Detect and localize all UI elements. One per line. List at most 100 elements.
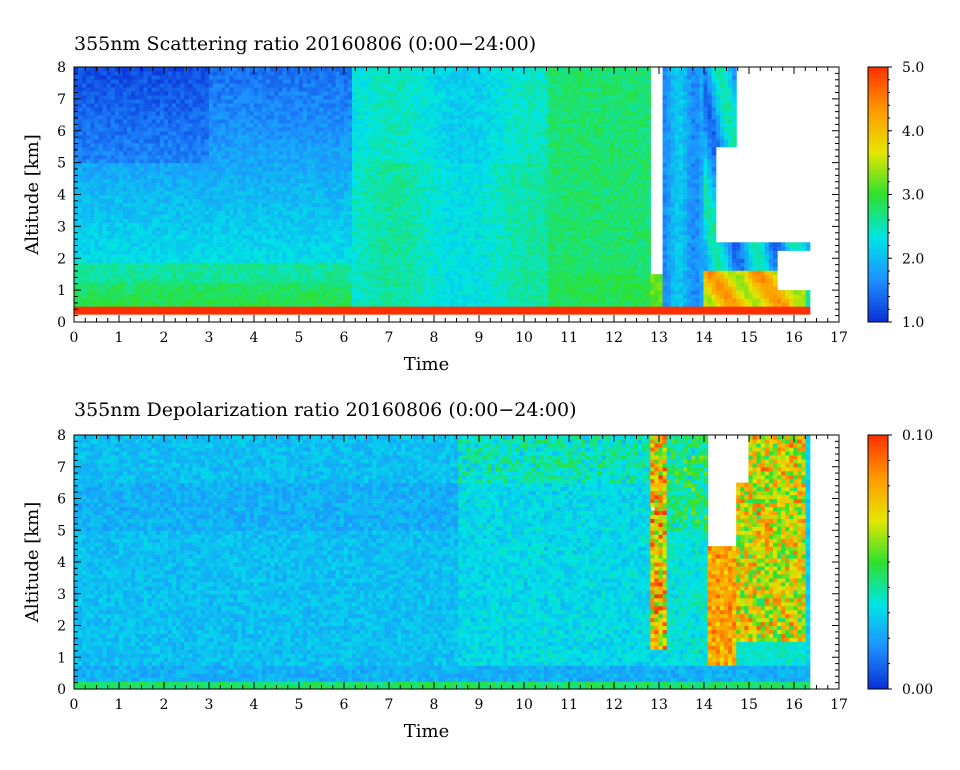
colorbar-segment xyxy=(868,463,888,467)
colorbar-segment xyxy=(868,290,888,295)
colorbar-segment xyxy=(868,160,888,164)
colorbar-segment xyxy=(868,499,888,504)
colorbar-segment xyxy=(868,641,888,645)
colorbar-segment xyxy=(868,103,888,108)
colorbar-segment xyxy=(868,494,888,498)
colorbar-segment xyxy=(868,276,888,280)
y-tick-label: 3 xyxy=(57,587,66,603)
y-tick-label: 6 xyxy=(57,124,66,140)
y-tick-label: 8 xyxy=(57,60,66,76)
y-tick-label: 2 xyxy=(57,251,66,267)
colorbar-segment xyxy=(868,674,888,679)
colorbar-tick-label: 5.0 xyxy=(902,60,924,76)
colorbar-segment xyxy=(868,502,888,507)
colorbar-segment xyxy=(868,186,888,190)
x-tick-label: 7 xyxy=(385,697,394,713)
colorbar-segment xyxy=(868,615,888,619)
colorbar-segment xyxy=(868,522,888,526)
colorbar-segment xyxy=(868,256,888,261)
y-tick-label: 3 xyxy=(57,219,66,235)
colorbar-segment xyxy=(868,542,888,546)
x-tick-label: 14 xyxy=(695,697,713,713)
colorbar-segment xyxy=(868,474,888,478)
colorbar-segment xyxy=(868,205,888,210)
colorbar-segment xyxy=(868,78,888,82)
colorbar-segment xyxy=(868,305,888,309)
y-tick-label: 4 xyxy=(57,188,66,204)
colorbar-segment xyxy=(868,296,888,300)
colorbar-segment xyxy=(868,480,888,484)
y-tick-label: 1 xyxy=(57,650,66,666)
colorbar-segment xyxy=(868,109,888,113)
colorbar-segment xyxy=(868,437,888,442)
colorbar-segment xyxy=(868,171,888,176)
colorbar-segment xyxy=(868,293,888,297)
x-tick-label: 4 xyxy=(250,330,259,346)
colorbar-segment xyxy=(868,191,888,195)
colorbar-segment xyxy=(868,497,888,501)
colorbar-segment xyxy=(868,598,888,603)
colorbar-segment xyxy=(868,435,888,439)
colorbar-segment xyxy=(868,101,888,105)
colorbar-segment xyxy=(868,567,888,571)
colorbar-tick-label: 4.0 xyxy=(902,124,924,140)
colorbar-segment xyxy=(868,89,888,93)
x-tick-label: 9 xyxy=(475,330,484,346)
x-tick-label: 15 xyxy=(740,330,758,346)
colorbar-segment xyxy=(868,211,888,215)
colorbar-segment xyxy=(868,632,888,636)
colorbar-segment xyxy=(868,118,888,122)
colorbar-segment xyxy=(868,194,888,198)
x-tick-label: 3 xyxy=(205,330,214,346)
colorbar-segment xyxy=(868,183,888,187)
colorbar-segment xyxy=(868,123,888,127)
colorbar-segment xyxy=(868,239,888,244)
colorbar-segment xyxy=(868,307,888,312)
colorbar-segment xyxy=(868,112,888,116)
colorbar-segment xyxy=(868,67,888,71)
colorbar-segment xyxy=(868,169,888,173)
colorbar-segment xyxy=(868,593,888,597)
colorbar-segment xyxy=(868,220,888,224)
colorbar-segment xyxy=(868,129,888,133)
colorbar-segment xyxy=(868,638,888,642)
colorbar-segment xyxy=(868,508,888,512)
colorbar-segment xyxy=(868,635,888,639)
colorbar-segment xyxy=(868,163,888,167)
colorbar-segment xyxy=(868,482,888,487)
chart-title: 355nm Scattering ratio 20160806 (0:00−24… xyxy=(74,33,536,55)
colorbar-segment xyxy=(868,576,888,580)
y-tick-label: 6 xyxy=(57,492,66,508)
colorbar-segment xyxy=(868,604,888,608)
colorbar-segment xyxy=(868,511,888,515)
chart-panel-2: 0 1 2 3 4 5 6 7 8 9 10 11 12 13 14 15 16 17012345678355nm… xyxy=(22,399,933,742)
x-tick-label: 6 xyxy=(340,330,349,346)
colorbar-segment xyxy=(868,245,888,249)
x-tick-label: 14 xyxy=(695,330,713,346)
colorbar-segment xyxy=(868,547,888,552)
x-tick-label: 17 xyxy=(830,697,848,713)
colorbar-segment xyxy=(868,618,888,622)
colorbar-segment xyxy=(868,587,888,591)
colorbar-segment xyxy=(868,581,888,586)
colorbar-segment xyxy=(868,231,888,235)
x-tick-label: 17 xyxy=(830,330,848,346)
colorbar-segment xyxy=(868,268,888,272)
colorbar-segment xyxy=(868,629,888,634)
colorbar-segment xyxy=(868,251,888,255)
colorbar-segment xyxy=(868,86,888,91)
colorbar-segment xyxy=(868,214,888,218)
colorbar-segment xyxy=(868,451,888,456)
colorbar-segment xyxy=(868,590,888,594)
x-axis-label: Time xyxy=(404,354,449,375)
colorbar-segment xyxy=(868,657,888,662)
colorbar-segment xyxy=(868,197,888,201)
x-tick-label: 2 xyxy=(160,697,169,713)
y-tick-label: 0 xyxy=(57,682,66,698)
colorbar-segment xyxy=(868,282,888,286)
colorbar-tick-label: 2.0 xyxy=(902,251,924,267)
colorbar-tick-label: 0.10 xyxy=(902,428,933,444)
colorbar-segment xyxy=(868,626,888,631)
colorbar-segment xyxy=(868,672,888,676)
colorbar-tick-label: 0.00 xyxy=(902,682,933,698)
